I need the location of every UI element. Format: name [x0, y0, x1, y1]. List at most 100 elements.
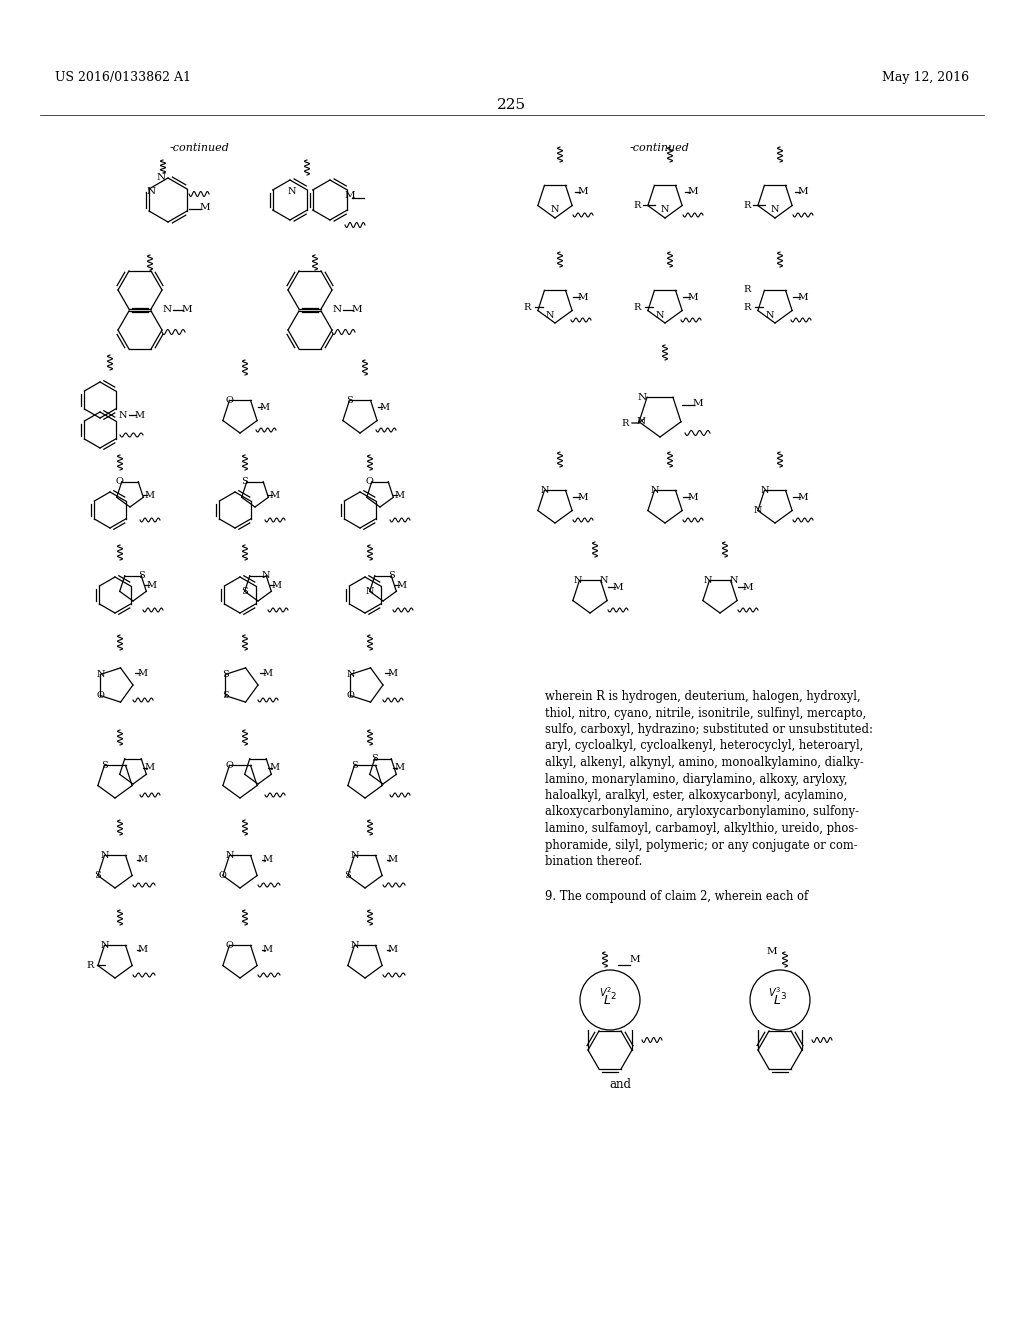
Text: M: M	[138, 668, 148, 677]
Text: N: N	[350, 941, 358, 950]
Text: M: M	[395, 491, 406, 499]
Text: S: S	[222, 692, 228, 700]
Text: N: N	[163, 305, 172, 314]
Text: R: R	[633, 201, 641, 210]
Text: $V^2$: $V^2$	[598, 985, 611, 999]
Text: M: M	[395, 763, 406, 772]
Text: S: S	[222, 671, 228, 678]
Text: N: N	[350, 851, 358, 859]
Text: M: M	[145, 763, 155, 772]
Text: $V^3$: $V^3$	[768, 985, 781, 999]
Text: N: N	[346, 671, 354, 678]
Text: N: N	[157, 173, 166, 182]
Text: N: N	[546, 310, 554, 319]
Text: O: O	[96, 692, 104, 700]
Text: M: M	[388, 855, 398, 865]
Text: N: N	[650, 486, 658, 495]
Text: R: R	[523, 302, 530, 312]
Text: M: M	[388, 668, 398, 677]
Text: $L^3$: $L^3$	[773, 991, 787, 1008]
Text: M: M	[692, 399, 703, 408]
Text: N: N	[119, 411, 127, 420]
Text: M: M	[145, 491, 155, 499]
Text: O: O	[346, 692, 354, 700]
Text: M: M	[578, 492, 589, 502]
Text: O: O	[225, 760, 233, 770]
Text: N: N	[729, 576, 738, 585]
Text: N: N	[660, 206, 670, 214]
Text: S: S	[242, 587, 248, 595]
Text: M: M	[798, 187, 808, 197]
Text: R: R	[743, 285, 751, 294]
Text: N: N	[225, 851, 233, 859]
Text: M: M	[260, 403, 270, 412]
Text: M: M	[798, 293, 808, 301]
Text: S: S	[372, 754, 378, 763]
Text: M: M	[135, 411, 145, 420]
Text: N: N	[288, 187, 296, 197]
Text: M: M	[351, 305, 362, 314]
Text: S: S	[138, 572, 144, 581]
Text: S: S	[242, 477, 248, 486]
Text: M: M	[272, 581, 282, 590]
Text: N: N	[262, 572, 270, 581]
Text: M: M	[146, 581, 157, 590]
Text: N: N	[754, 506, 762, 515]
Text: M: M	[181, 305, 193, 314]
Text: N: N	[703, 576, 712, 585]
Text: N: N	[638, 393, 646, 401]
Text: N: N	[100, 941, 109, 950]
Text: M: M	[688, 492, 698, 502]
Text: M: M	[612, 582, 624, 591]
Text: M: M	[200, 203, 210, 213]
Text: M: M	[380, 403, 390, 412]
Text: S: S	[346, 396, 353, 405]
Text: N: N	[366, 587, 374, 595]
Text: US 2016/0133862 A1: US 2016/0133862 A1	[55, 71, 191, 84]
Text: M: M	[270, 491, 280, 499]
Text: M: M	[742, 582, 754, 591]
Text: $L^2$: $L^2$	[603, 991, 617, 1008]
Text: S: S	[344, 871, 351, 880]
Text: M: M	[263, 668, 273, 677]
Text: M: M	[578, 293, 589, 301]
Text: M: M	[388, 945, 398, 954]
Text: N: N	[96, 671, 104, 678]
Text: R: R	[622, 418, 629, 428]
Text: O: O	[225, 941, 233, 950]
Text: M: M	[138, 945, 148, 954]
Text: O: O	[366, 477, 374, 486]
Text: N: N	[146, 186, 156, 195]
Text: N: N	[637, 417, 646, 426]
Text: N: N	[333, 305, 342, 314]
Text: R: R	[633, 302, 641, 312]
Text: R: R	[743, 201, 751, 210]
Text: N: N	[771, 206, 779, 214]
Text: N: N	[766, 310, 774, 319]
Text: S: S	[101, 760, 108, 770]
Text: N: N	[599, 576, 608, 585]
Text: 9. The compound of claim 2, wherein each of: 9. The compound of claim 2, wherein each…	[545, 890, 808, 903]
Text: M: M	[688, 187, 698, 197]
Text: S: S	[94, 871, 101, 880]
Text: R: R	[86, 961, 93, 969]
Text: M: M	[767, 948, 777, 957]
Text: S: S	[351, 760, 357, 770]
Text: N: N	[100, 851, 109, 859]
Text: O: O	[225, 396, 233, 405]
Text: M: M	[345, 190, 355, 199]
Text: S: S	[388, 572, 394, 581]
Text: -continued: -continued	[170, 143, 230, 153]
Text: 225: 225	[498, 98, 526, 112]
Text: O: O	[116, 477, 124, 486]
Text: N: N	[655, 310, 665, 319]
Text: M: M	[578, 187, 589, 197]
Text: N: N	[760, 486, 769, 495]
Text: wherein R is hydrogen, deuterium, halogen, hydroxyl,
thiol, nitro, cyano, nitril: wherein R is hydrogen, deuterium, haloge…	[545, 690, 872, 869]
Text: May 12, 2016: May 12, 2016	[882, 71, 969, 84]
Text: N: N	[573, 576, 582, 585]
Text: and: and	[609, 1078, 631, 1092]
Text: N: N	[551, 206, 559, 214]
Text: M: M	[688, 293, 698, 301]
Text: M: M	[263, 945, 273, 954]
